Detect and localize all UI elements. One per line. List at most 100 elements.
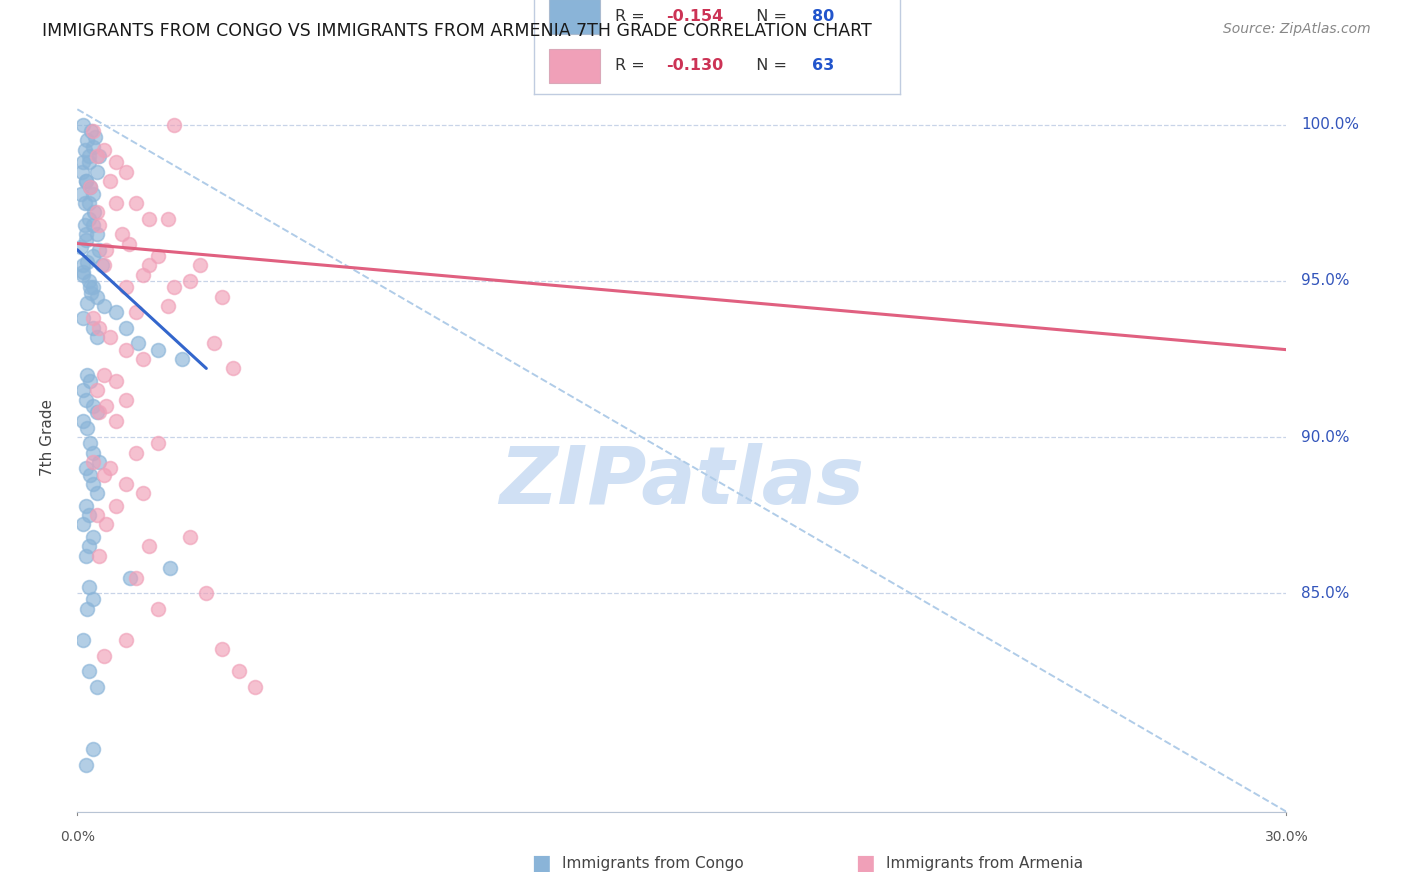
Point	[86, 164, 108, 178]
Point	[79, 195, 101, 210]
Text: 7th Grade: 7th Grade	[39, 399, 55, 475]
Point	[146, 249, 169, 263]
Point	[125, 195, 148, 210]
Point	[228, 664, 250, 678]
Point	[114, 280, 136, 294]
Text: -0.130: -0.130	[666, 59, 723, 73]
Point	[79, 508, 101, 522]
Point	[72, 414, 94, 428]
Text: N =: N =	[747, 59, 793, 73]
Text: R =: R =	[614, 59, 650, 73]
Point	[93, 467, 115, 482]
Point	[75, 392, 97, 407]
Point	[125, 570, 148, 584]
Point	[72, 268, 94, 282]
Point	[69, 239, 91, 253]
Point	[118, 236, 141, 251]
Point	[76, 420, 98, 434]
Point	[79, 274, 101, 288]
Point	[72, 632, 94, 647]
Text: 0.0%: 0.0%	[60, 830, 94, 845]
Point	[114, 392, 136, 407]
Point	[131, 351, 153, 366]
Point	[104, 414, 127, 428]
Point	[86, 289, 108, 303]
Point	[179, 274, 201, 288]
Point	[76, 368, 98, 382]
Point	[138, 539, 160, 553]
Point	[131, 268, 153, 282]
Point	[89, 149, 111, 163]
Point	[79, 374, 101, 388]
Text: 85.0%: 85.0%	[1301, 586, 1350, 600]
Point	[84, 130, 107, 145]
Text: Source: ZipAtlas.com: Source: ZipAtlas.com	[1223, 22, 1371, 37]
Point	[93, 299, 115, 313]
Point	[79, 149, 101, 163]
Point	[76, 133, 98, 147]
Point	[89, 243, 111, 257]
Text: 63: 63	[813, 59, 834, 73]
Text: 80: 80	[813, 9, 834, 24]
Point	[79, 436, 101, 450]
Point	[104, 155, 127, 169]
Point	[111, 227, 134, 241]
Point	[72, 517, 94, 532]
Point	[86, 205, 108, 219]
Point	[82, 455, 104, 469]
Point	[72, 383, 94, 397]
Point	[82, 476, 104, 491]
Text: 100.0%: 100.0%	[1301, 118, 1360, 132]
Point	[69, 186, 91, 201]
Point	[82, 399, 104, 413]
Point	[70, 164, 93, 178]
Point	[98, 461, 121, 475]
Point	[79, 280, 101, 294]
Point	[80, 286, 103, 301]
Point	[96, 243, 118, 257]
Point	[79, 180, 101, 194]
Point	[75, 174, 97, 188]
Text: ZIPatlas: ZIPatlas	[499, 443, 865, 521]
Point	[93, 648, 115, 663]
Point	[188, 258, 211, 272]
Point	[75, 233, 97, 247]
Text: R =: R =	[614, 9, 650, 24]
Point	[114, 320, 136, 334]
Point	[146, 436, 169, 450]
Point	[146, 343, 169, 357]
Point	[83, 205, 105, 219]
Point	[86, 405, 108, 419]
Point	[80, 124, 103, 138]
Point	[72, 258, 94, 272]
Point	[82, 186, 104, 201]
Text: 95.0%: 95.0%	[1301, 274, 1350, 288]
Point	[75, 174, 97, 188]
Point	[79, 664, 101, 678]
Text: ■: ■	[531, 854, 551, 873]
Point	[86, 330, 108, 344]
Point	[82, 320, 104, 334]
Point	[86, 486, 108, 500]
Text: 30.0%: 30.0%	[1264, 830, 1309, 845]
Point	[131, 486, 153, 500]
Point	[82, 218, 104, 232]
Point	[104, 374, 127, 388]
Point	[73, 143, 96, 157]
Point	[125, 445, 148, 459]
Point	[76, 601, 98, 615]
Point	[86, 680, 108, 694]
Point	[75, 757, 97, 772]
Point	[127, 336, 149, 351]
Point	[75, 461, 97, 475]
Point	[114, 164, 136, 178]
Point	[157, 299, 180, 313]
Point	[72, 155, 94, 169]
Point	[72, 311, 94, 326]
Point	[104, 195, 127, 210]
Point	[86, 227, 108, 241]
Point	[79, 580, 101, 594]
Point	[75, 227, 97, 241]
Point	[146, 601, 169, 615]
Point	[163, 118, 186, 132]
